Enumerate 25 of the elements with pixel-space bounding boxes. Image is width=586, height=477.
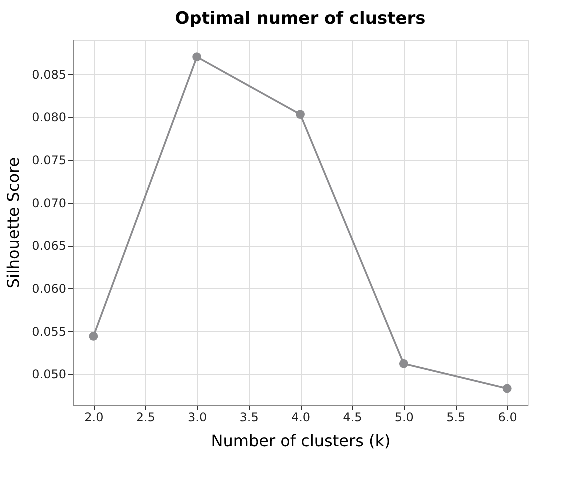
chart-title: Optimal numer of clusters <box>175 9 426 29</box>
point <box>296 110 305 120</box>
y-axis-title: Silhouette Score <box>4 157 24 289</box>
y-tick-label: 0.075 <box>32 153 66 168</box>
x-tick-label: 3.0 <box>188 410 208 424</box>
y-tick-label: 0.060 <box>32 282 66 296</box>
y-tick-label: 0.070 <box>32 196 66 210</box>
y-tick-label: 0.065 <box>32 239 66 254</box>
x-tick-label: 4.5 <box>343 410 362 424</box>
y-tick-label: 0.050 <box>32 368 66 382</box>
point <box>89 332 98 341</box>
point <box>399 359 408 368</box>
y-tick-label: 0.085 <box>32 68 66 82</box>
x-tick-label: 6.0 <box>498 410 518 424</box>
x-tick-label: 3.5 <box>240 410 259 424</box>
x-tick-label: 2.0 <box>84 410 104 424</box>
x-tick-label: 5.0 <box>394 410 414 424</box>
point <box>192 52 202 62</box>
y-tick-label: 0.055 <box>32 324 66 339</box>
x-tick-label: 4.0 <box>291 410 311 424</box>
point <box>502 384 512 394</box>
y-tick-label: 0.080 <box>32 110 66 125</box>
x-axis-title: Number of clusters (k) <box>211 432 391 450</box>
x-tick-label: 5.5 <box>446 410 466 424</box>
x-tick-label: 2.5 <box>136 410 156 424</box>
